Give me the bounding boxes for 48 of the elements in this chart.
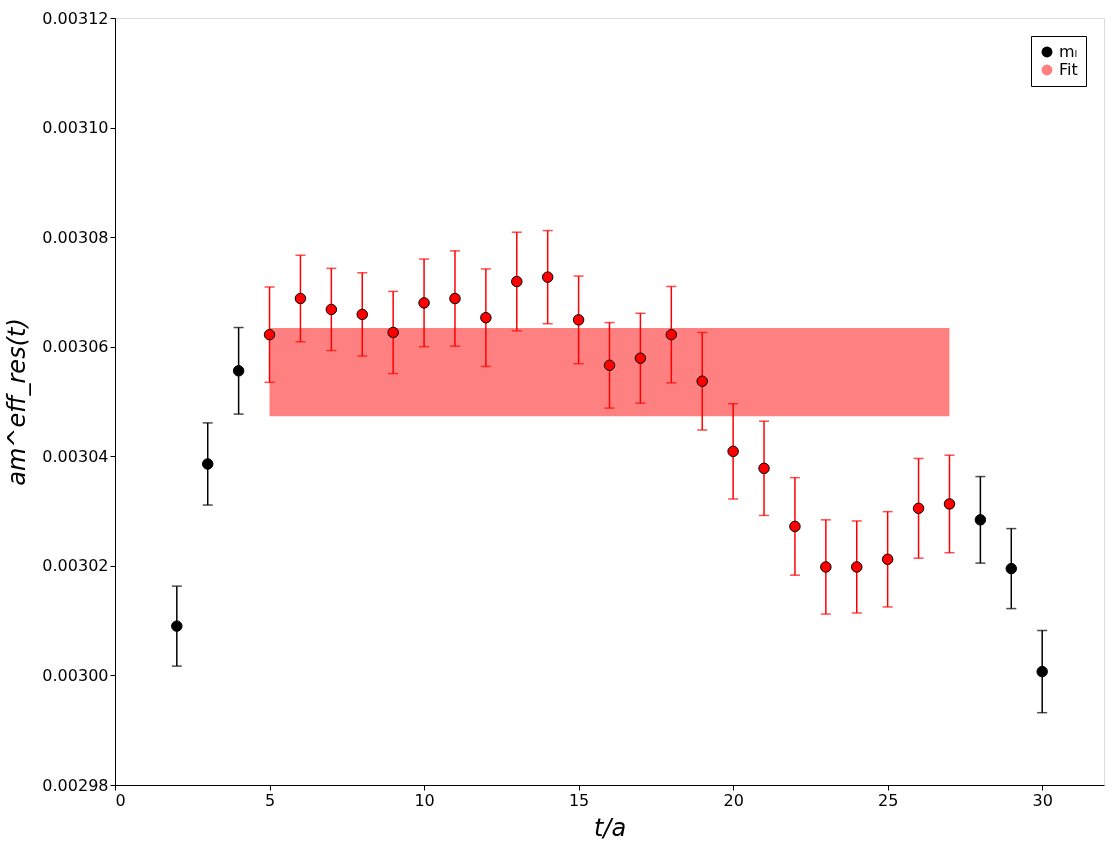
x-tick-label: 10 bbox=[414, 790, 435, 810]
y-tick-label: 0.00312 bbox=[42, 8, 109, 28]
point bbox=[263, 328, 276, 341]
point bbox=[727, 445, 739, 458]
point bbox=[449, 292, 461, 305]
point bbox=[851, 561, 863, 573]
point bbox=[201, 458, 214, 470]
y-tick-label: 0.00300 bbox=[42, 665, 109, 685]
y-tick-label: 0.00306 bbox=[42, 337, 109, 357]
point bbox=[696, 375, 708, 387]
point bbox=[789, 520, 801, 533]
point bbox=[820, 561, 832, 573]
point bbox=[758, 462, 770, 475]
point bbox=[511, 275, 523, 288]
point bbox=[974, 514, 987, 526]
x-tick-label: 15 bbox=[568, 790, 590, 810]
x-tick-label: 30 bbox=[1032, 790, 1053, 810]
x-axis-title: t/a bbox=[593, 813, 627, 842]
point bbox=[1005, 562, 1018, 575]
point bbox=[387, 326, 399, 339]
x-tick-label: 25 bbox=[877, 790, 899, 810]
y-tick-label: 0.00310 bbox=[42, 118, 109, 138]
x-tick-label: 0 bbox=[115, 790, 126, 810]
point bbox=[943, 498, 956, 510]
legend-label: Fit bbox=[1059, 60, 1078, 79]
point bbox=[294, 292, 307, 305]
point bbox=[881, 553, 894, 566]
y-tick-label: 0.00302 bbox=[42, 556, 109, 576]
legend-label: mₗ bbox=[1059, 42, 1078, 61]
point bbox=[356, 308, 368, 321]
point bbox=[1036, 665, 1048, 678]
point bbox=[634, 352, 647, 364]
point bbox=[418, 297, 430, 309]
point bbox=[665, 328, 678, 341]
point bbox=[232, 365, 245, 377]
y-axis-title: am^eff_res(t) bbox=[3, 318, 32, 486]
point bbox=[572, 314, 585, 326]
x-tick-label: 20 bbox=[723, 790, 744, 810]
y-tick-label: 0.00304 bbox=[42, 446, 109, 466]
point bbox=[480, 311, 492, 324]
x-tick-label: 5 bbox=[264, 790, 276, 810]
point bbox=[541, 271, 554, 283]
point bbox=[603, 359, 616, 372]
point bbox=[325, 303, 338, 316]
point bbox=[912, 502, 925, 515]
point bbox=[171, 620, 183, 632]
y-tick-label: 0.00298 bbox=[42, 775, 109, 795]
y-tick-label: 0.00308 bbox=[42, 227, 109, 247]
